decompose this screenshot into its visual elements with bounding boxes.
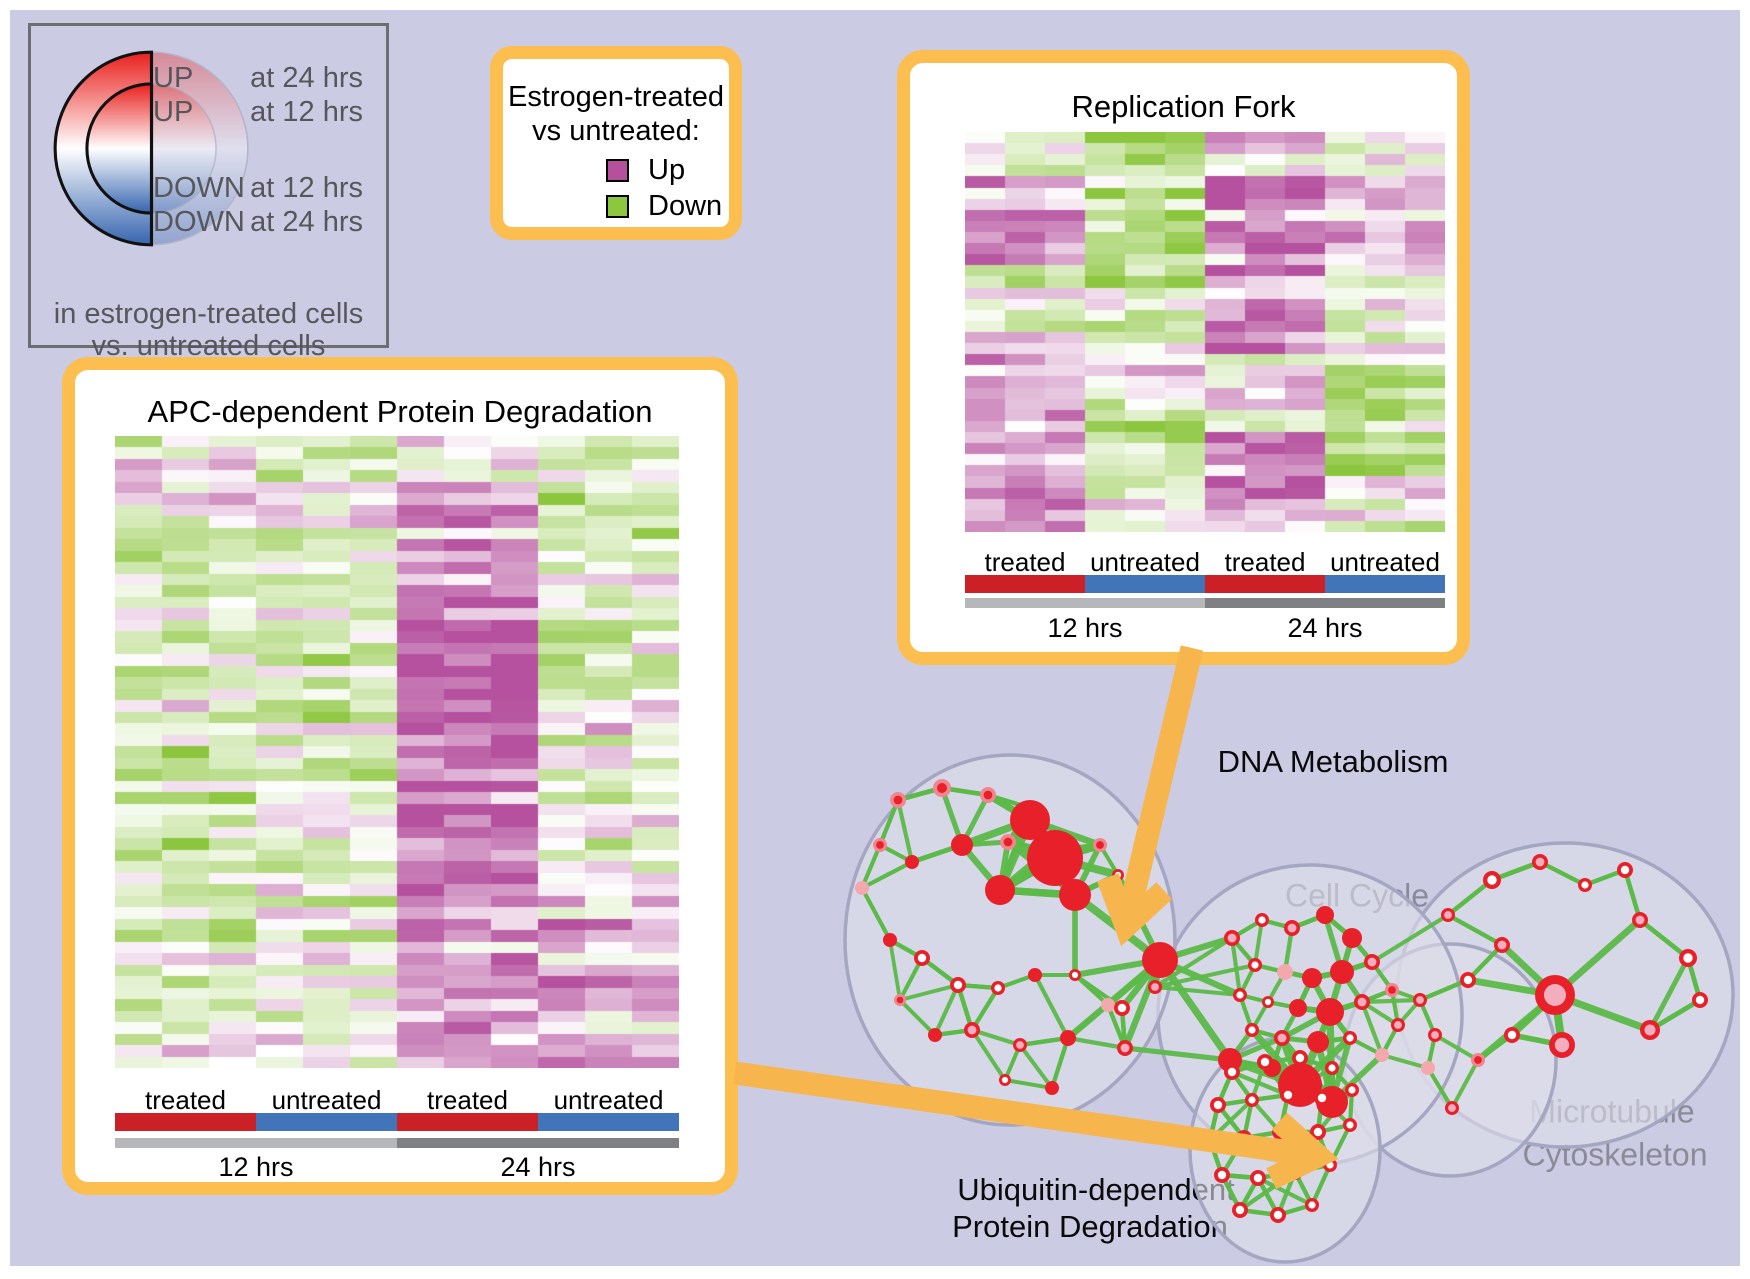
12hrs-bar-segment [965, 598, 1205, 608]
dna-metabolism-label: DNA Metabolism [1217, 744, 1449, 779]
condition-label: untreated [553, 1085, 664, 1115]
inner-ring-right-half [150, 83, 217, 214]
legend-time-label: at 12 hrs [250, 96, 363, 128]
legend-direction-label: DOWN [153, 206, 245, 238]
time-color-bar [965, 598, 1445, 608]
ubiquitin-label-line1: Ubiquitin-dependent [957, 1172, 1235, 1207]
treated-bar-segment [1205, 575, 1325, 593]
untreated-bar-segment [538, 1113, 679, 1131]
untreated-bar-segment [256, 1113, 397, 1131]
time-labels-row: 12 hrs 24 hrs [965, 613, 1445, 644]
condition-color-bar [115, 1113, 679, 1131]
legend-footer-line1: in estrogen-treated cells [53, 298, 364, 330]
gradient-legend-box: UP at 24 hrs UP at 12 hrs DOWN at 12 hrs… [28, 23, 389, 362]
legend-time-label: at 24 hrs [250, 62, 363, 94]
condition-label: untreated [1330, 547, 1440, 577]
time-label: 24 hrs [1287, 613, 1363, 643]
treated-bar-segment [115, 1113, 256, 1131]
updown-legend-title-line1: Estrogen-treated [507, 81, 724, 113]
updown-legend-title-line2: vs untreated: [532, 115, 700, 147]
microtubule-label-line2: Cytoskeleton [1522, 1136, 1708, 1173]
treated-bar-segment [397, 1113, 538, 1131]
replication-fork-heatmap [965, 132, 1445, 532]
condition-label: treated [984, 547, 1066, 577]
condition-label: untreated [271, 1085, 382, 1115]
inner-ring-left-half [85, 82, 154, 215]
up-color-swatch [606, 159, 629, 182]
legend-direction-label: UP [153, 96, 194, 128]
up-label: Up [648, 154, 686, 186]
legend-direction-label: DOWN [153, 172, 245, 204]
condition-label: treated [145, 1085, 226, 1115]
panel-title: APC-dependent Protein Degradation [147, 394, 653, 429]
time-label: 12 hrs [218, 1152, 294, 1182]
time-color-bar [115, 1138, 679, 1148]
12hrs-bar-segment [115, 1138, 397, 1148]
condition-color-bar [965, 575, 1445, 593]
legend-direction-label: UP [153, 62, 194, 94]
down-label: Down [648, 190, 723, 222]
condition-label: treated [427, 1085, 508, 1115]
down-color-swatch [606, 195, 629, 218]
ubiquitin-label-line2: Protein Degradation [952, 1209, 1228, 1244]
cell-cycle-label: Cell Cycle [1284, 877, 1430, 914]
replication-fork-panel: Replication Fork treated untreated treat… [897, 50, 1470, 665]
time-label: 24 hrs [500, 1152, 576, 1182]
time-labels-row: 12 hrs 24 hrs [115, 1152, 679, 1183]
condition-label: treated [1224, 547, 1306, 577]
24hrs-bar-segment [397, 1138, 679, 1148]
untreated-bar-segment [1085, 575, 1205, 593]
apc-degradation-heatmap [115, 436, 679, 1068]
microtubule-label-line1: Microtubule [1529, 1093, 1695, 1130]
apc-degradation-panel: APC-dependent Protein Degradation treate… [62, 357, 738, 1195]
untreated-bar-segment [1325, 575, 1445, 593]
time-label: 12 hrs [1047, 613, 1123, 643]
24hrs-bar-segment [1205, 598, 1445, 608]
legend-time-label: at 24 hrs [250, 206, 363, 238]
treated-bar-segment [965, 575, 1085, 593]
condition-labels-row: treated untreated treated untreated [965, 547, 1445, 578]
condition-label: untreated [1090, 547, 1200, 577]
legend-time-label: at 12 hrs [250, 172, 363, 204]
up-down-gradient-rings-icon [53, 50, 249, 247]
condition-labels-row: treated untreated treated untreated [115, 1085, 679, 1116]
panel-title: Replication Fork [1071, 89, 1296, 124]
legend-footer-line2: vs. untreated cells [91, 330, 326, 362]
updown-color-legend-box: Estrogen-treated vs untreated: Up Down [490, 46, 742, 240]
